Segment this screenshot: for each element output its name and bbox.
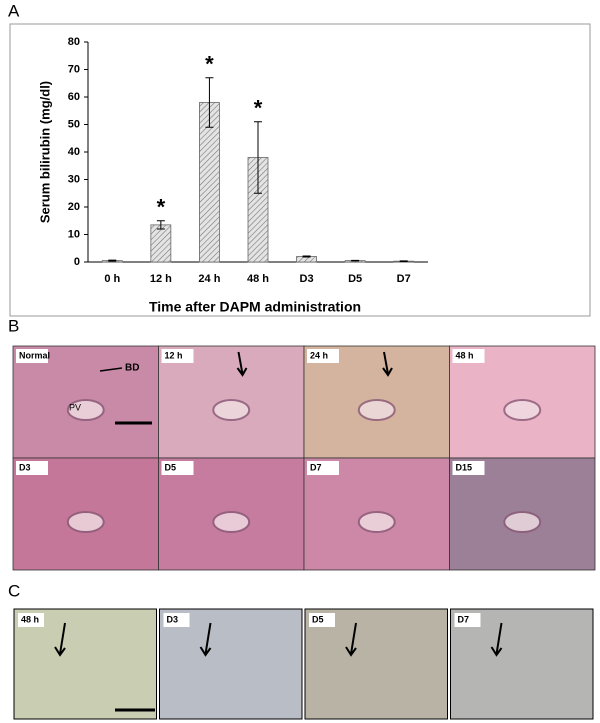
image-label: D7 — [310, 462, 322, 472]
y-tick-label: 50 — [68, 118, 80, 130]
significance-mark: * — [254, 96, 263, 121]
x-tick-label: 0 h — [104, 273, 120, 285]
image-label-box — [309, 613, 335, 627]
y-tick-label: 70 — [68, 63, 80, 75]
micrograph — [13, 608, 157, 720]
panel-label: C — [8, 581, 20, 600]
vessel — [66, 511, 105, 533]
image-label-box — [452, 461, 485, 475]
micrograph — [450, 608, 594, 720]
image-label-box — [307, 349, 339, 363]
image-label: D5 — [312, 614, 324, 624]
image-label: 48 h — [21, 614, 39, 624]
image-label: D3 — [19, 462, 31, 472]
image-label-box — [452, 349, 485, 363]
image-label: 12 h — [165, 350, 183, 360]
arrow — [382, 351, 393, 377]
x-axis-label: Time after DAPM administration — [149, 299, 361, 315]
bar — [150, 224, 172, 263]
y-tick-label: 10 — [68, 228, 80, 240]
image-label: 24 h — [310, 350, 328, 360]
vessel — [212, 399, 251, 421]
error-bar — [254, 121, 262, 194]
x-tick-label: 48 h — [247, 273, 269, 285]
y-tick-label: 40 — [68, 146, 80, 158]
vessel — [503, 511, 542, 533]
x-tick-label: D5 — [348, 273, 362, 285]
image-label-box — [307, 461, 339, 475]
panel-a-frame — [9, 23, 591, 317]
arrow — [236, 351, 248, 377]
annotation: BD — [125, 363, 139, 374]
image-label-box — [163, 613, 190, 627]
image-label: 48 h — [456, 350, 474, 360]
error-bar — [205, 77, 214, 128]
image-label: D15 — [456, 462, 473, 472]
arrow — [54, 622, 66, 657]
image-label: D5 — [165, 462, 177, 472]
x-tick-label: D3 — [300, 273, 314, 285]
significance-mark: * — [157, 195, 166, 220]
error-bar — [108, 259, 117, 262]
y-axis-label: Serum bilirubin (mg/dl) — [37, 81, 52, 223]
image-label: Normal — [19, 350, 50, 360]
annotation: PV — [69, 402, 81, 412]
image-label: D7 — [458, 614, 470, 624]
y-tick-label: 0 — [74, 256, 80, 268]
x-tick-label: D7 — [397, 273, 411, 285]
vessel — [66, 399, 105, 421]
significance-mark: * — [205, 52, 214, 77]
image-label-box — [16, 461, 48, 475]
y-tick-label: 30 — [68, 173, 80, 185]
y-tick-label: 60 — [68, 91, 80, 103]
image-label: D3 — [167, 614, 179, 624]
x-tick-label: 24 h — [198, 273, 220, 285]
image-label-box — [16, 349, 48, 363]
y-tick-label: 80 — [68, 36, 80, 48]
panel-label: A — [8, 1, 20, 20]
image-label-box — [161, 461, 194, 475]
panel-label: B — [8, 316, 19, 335]
micrograph — [159, 608, 303, 720]
image-label-box — [161, 349, 194, 363]
error-bar — [156, 220, 165, 230]
vessel — [503, 399, 542, 421]
image-label-box — [18, 613, 44, 627]
arrow — [99, 367, 123, 372]
error-bar — [302, 255, 311, 258]
arrow — [199, 622, 212, 657]
vessel — [357, 399, 396, 421]
x-tick-label: 12 h — [150, 273, 172, 285]
error-bar — [399, 260, 408, 262]
y-tick-label: 20 — [68, 201, 80, 213]
arrow — [345, 622, 357, 657]
error-bar — [351, 259, 360, 262]
vessel — [357, 511, 396, 533]
image-label-box — [454, 613, 481, 627]
micrograph — [304, 608, 448, 720]
vessel — [212, 511, 251, 533]
arrow — [490, 622, 503, 657]
